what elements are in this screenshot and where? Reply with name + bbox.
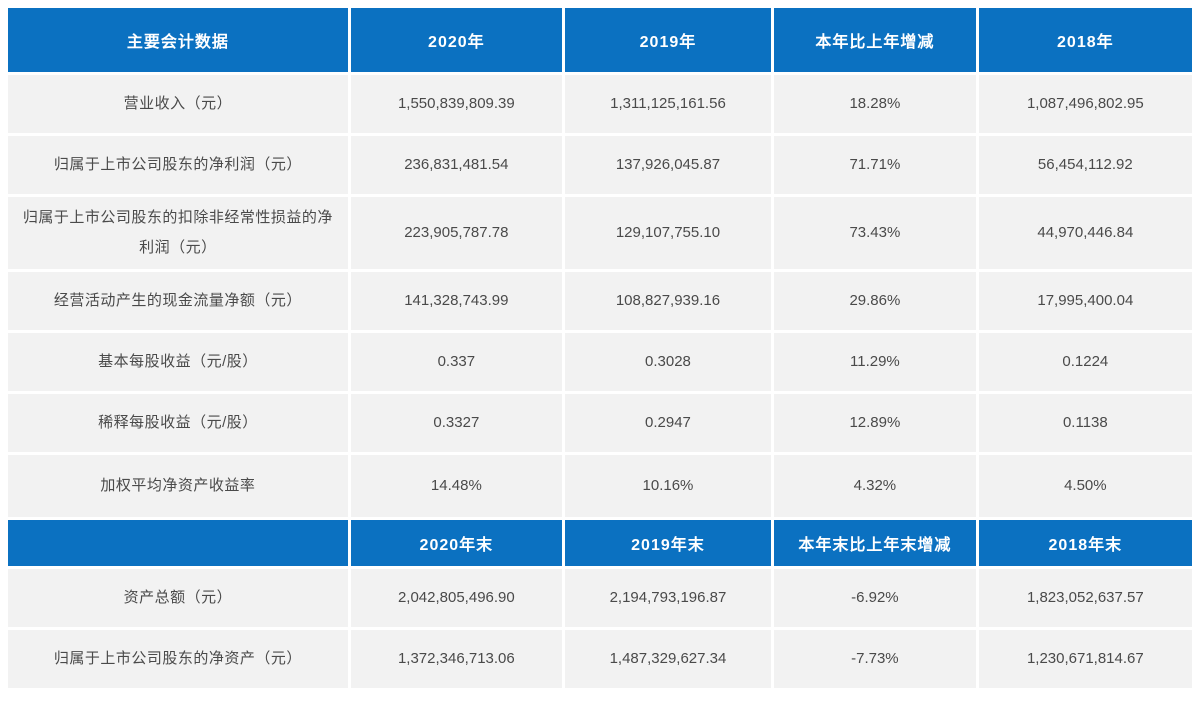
row-label: 归属于上市公司股东的净资产（元） (8, 630, 348, 688)
cell-value: 4.50% (978, 455, 1192, 517)
cell-value: 0.1138 (978, 394, 1192, 452)
cell-value: 1,823,052,637.57 (978, 569, 1192, 627)
cell-value: 1,372,346,713.06 (350, 630, 562, 688)
table-row-total-assets: 资产总额（元） 2,042,805,496.90 2,194,793,196.8… (8, 569, 1192, 627)
cell-value: 1,550,839,809.39 (350, 75, 562, 133)
cell-value: 10.16% (564, 455, 772, 517)
cell-value: 4.32% (774, 455, 976, 517)
cell-value: 29.86% (774, 272, 976, 330)
header-cell-main-accounting-data: 主要会计数据 (8, 8, 348, 72)
header-cell-2018: 2018年 (978, 8, 1192, 72)
header-cell-yoy-change: 本年比上年增减 (774, 8, 976, 72)
cell-value: 0.3327 (350, 394, 562, 452)
cell-value: 73.43% (774, 197, 976, 269)
cell-value: 0.3028 (564, 333, 772, 391)
cell-value: 108,827,939.16 (564, 272, 772, 330)
table-row-net-profit-excl-nonrecurring: 归属于上市公司股东的扣除非经常性损益的净利润（元） 223,905,787.78… (8, 197, 1192, 269)
cell-value: -7.73% (774, 630, 976, 688)
cell-value: 17,995,400.04 (978, 272, 1192, 330)
table-row-diluted-eps: 稀释每股收益（元/股） 0.3327 0.2947 12.89% 0.1138 (8, 394, 1192, 452)
cell-value: 1,311,125,161.56 (564, 75, 772, 133)
header-cell-2019-yearend: 2019年末 (564, 520, 772, 566)
cell-value: 2,194,793,196.87 (564, 569, 772, 627)
cell-value: 71.71% (774, 136, 976, 194)
table-row-weighted-avg-roe: 加权平均净资产收益率 14.48% 10.16% 4.32% 4.50% (8, 455, 1192, 517)
cell-value: 1,087,496,802.95 (978, 75, 1192, 133)
row-label: 归属于上市公司股东的净利润（元） (8, 136, 348, 194)
cell-value: 0.2947 (564, 394, 772, 452)
key-accounting-data-table: 主要会计数据 2020年 2019年 本年比上年增减 2018年 营业收入（元）… (5, 5, 1195, 691)
annual-header-row: 主要会计数据 2020年 2019年 本年比上年增减 2018年 (8, 8, 1192, 72)
cell-value: 56,454,112.92 (978, 136, 1192, 194)
yearend-header-row: 2020年末 2019年末 本年末比上年末增减 2018年末 (8, 520, 1192, 566)
header-cell-yearend-change: 本年末比上年末增减 (774, 520, 976, 566)
cell-value: 14.48% (350, 455, 562, 517)
header-cell-2019: 2019年 (564, 8, 772, 72)
table-row-net-profit: 归属于上市公司股东的净利润（元） 236,831,481.54 137,926,… (8, 136, 1192, 194)
table-row-operating-cash-flow: 经营活动产生的现金流量净额（元） 141,328,743.99 108,827,… (8, 272, 1192, 330)
cell-value: 129,107,755.10 (564, 197, 772, 269)
row-label: 基本每股收益（元/股） (8, 333, 348, 391)
header-cell-2020: 2020年 (350, 8, 562, 72)
cell-value: 223,905,787.78 (350, 197, 562, 269)
cell-value: 1,487,329,627.34 (564, 630, 772, 688)
cell-value: -6.92% (774, 569, 976, 627)
cell-value: 0.1224 (978, 333, 1192, 391)
row-label: 归属于上市公司股东的扣除非经常性损益的净利润（元） (8, 197, 348, 269)
row-label: 稀释每股收益（元/股） (8, 394, 348, 452)
cell-value: 2,042,805,496.90 (350, 569, 562, 627)
header-cell-2018-yearend: 2018年末 (978, 520, 1192, 566)
cell-value: 236,831,481.54 (350, 136, 562, 194)
row-label: 营业收入（元） (8, 75, 348, 133)
table-row-net-assets: 归属于上市公司股东的净资产（元） 1,372,346,713.06 1,487,… (8, 630, 1192, 688)
cell-value: 1,230,671,814.67 (978, 630, 1192, 688)
cell-value: 44,970,446.84 (978, 197, 1192, 269)
row-label: 经营活动产生的现金流量净额（元） (8, 272, 348, 330)
cell-value: 11.29% (774, 333, 976, 391)
header-cell-2020-yearend: 2020年末 (350, 520, 562, 566)
cell-value: 141,328,743.99 (350, 272, 562, 330)
cell-value: 18.28% (774, 75, 976, 133)
table-row-basic-eps: 基本每股收益（元/股） 0.337 0.3028 11.29% 0.1224 (8, 333, 1192, 391)
cell-value: 12.89% (774, 394, 976, 452)
row-label: 加权平均净资产收益率 (8, 455, 348, 517)
row-label: 资产总额（元） (8, 569, 348, 627)
cell-value: 0.337 (350, 333, 562, 391)
cell-value: 137,926,045.87 (564, 136, 772, 194)
header-cell-blank (8, 520, 348, 566)
table-row-revenue: 营业收入（元） 1,550,839,809.39 1,311,125,161.5… (8, 75, 1192, 133)
